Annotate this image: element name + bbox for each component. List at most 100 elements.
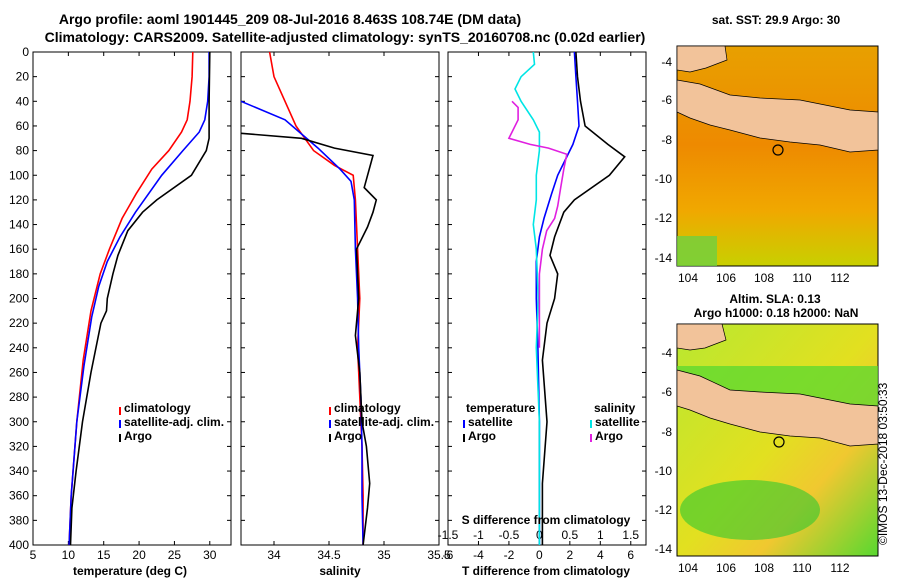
sst-green-patch xyxy=(677,236,717,266)
x-tick-label: 4 xyxy=(597,548,604,562)
sumatra-land xyxy=(676,45,728,73)
series-satellite-adj-clim- xyxy=(240,100,364,546)
difference-panel: -6 -4 -2 0 2 4 6-1.5 -1 -0.5 0 0.5 1 1.5 xyxy=(438,51,647,562)
sst-ytick: -14 xyxy=(655,251,673,265)
series-argo xyxy=(69,51,211,546)
x2-tick-label: 0.5 xyxy=(562,528,579,542)
sal-legend: climatology satellite-adj. clim. Argo xyxy=(329,401,434,443)
depth-tick-label: 400 xyxy=(9,538,29,552)
sst-field xyxy=(676,45,879,267)
depth-tick-label: 140 xyxy=(9,218,29,232)
depth-tick-label: 180 xyxy=(9,267,29,281)
legend-satellite-adj: satellite-adj. clim. xyxy=(334,415,434,429)
depth-tick-label: 320 xyxy=(9,439,29,453)
depth-tick-label: 20 xyxy=(16,70,30,84)
depth-tick-label: 0 xyxy=(22,45,29,59)
x2-tick-label: -0.5 xyxy=(499,528,520,542)
depth-tick-label: 60 xyxy=(16,119,30,133)
temperature-panel: 0 20 40 60 80 100 120 140 160 180 200 220 240 260 280 3… xyxy=(9,45,232,562)
legend-t-argo: Argo xyxy=(468,429,496,443)
legend-salinity-title: salinity xyxy=(594,401,636,415)
series-climatology xyxy=(268,51,364,545)
sst-ytick: -8 xyxy=(661,133,672,147)
series-t-argo xyxy=(541,51,626,545)
depth-tick-label: 160 xyxy=(9,242,29,256)
x-tick-label: 35 xyxy=(377,548,391,562)
java-land xyxy=(676,79,879,153)
depth-tick-label: 200 xyxy=(9,292,29,306)
sla-xtick: 110 xyxy=(792,561,811,575)
x-tick-label: -6 xyxy=(443,548,454,562)
s-difference-axis-label: S difference from climatology xyxy=(462,513,631,527)
x-tick-label: 30 xyxy=(203,548,217,562)
depth-tick-label: 240 xyxy=(9,341,29,355)
x-tick-label: 10 xyxy=(62,548,76,562)
x-tick-label: -4 xyxy=(473,548,484,562)
depth-tick-label: 120 xyxy=(9,193,29,207)
salinity-panel: 34 34.5 35 35.5 xyxy=(240,51,451,562)
depth-tick-label: 280 xyxy=(9,390,29,404)
sst-ytick: -6 xyxy=(661,93,672,107)
legend-satellite-adj: satellite-adj. clim. xyxy=(124,415,224,429)
sla-map: -4 -6 -8 -10 -12 -14 104 106 108 110 112 xyxy=(655,323,879,575)
depth-tick-label: 380 xyxy=(9,513,29,527)
sla-xtick: 108 xyxy=(754,561,774,575)
sst-ytick: -12 xyxy=(655,211,673,225)
x-tick-label: 34.5 xyxy=(317,548,341,562)
argo-location-marker xyxy=(772,144,784,156)
sst-xtick: 110 xyxy=(792,271,811,285)
x-tick-label: 15 xyxy=(97,548,111,562)
title-line-2: Climatology: CARS2009. Satellite-adjuste… xyxy=(45,29,646,45)
plot-frame xyxy=(447,51,647,546)
legend-climatology: climatology xyxy=(124,401,191,415)
sst-xtick: 108 xyxy=(754,271,774,285)
series-s-argo xyxy=(507,100,568,348)
depth-tick-label: 340 xyxy=(9,464,29,478)
sla-xtick: 104 xyxy=(678,561,698,575)
x-tick-label: -2 xyxy=(504,548,515,562)
sla-ytick: -12 xyxy=(655,503,673,517)
sumatra-land xyxy=(676,323,727,351)
legend-s-satellite: satellite xyxy=(595,415,640,429)
diff-legend: temperature satellite Argo salinity sate… xyxy=(463,401,640,443)
depth-tick-label: 220 xyxy=(9,316,29,330)
legend-argo: Argo xyxy=(124,429,152,443)
depth-tick-label: 360 xyxy=(9,489,29,503)
x-tick-label: 34 xyxy=(267,548,281,562)
sla-ytick: -10 xyxy=(655,464,673,478)
series-climatology xyxy=(68,51,194,546)
argo-location-marker xyxy=(773,436,785,448)
x2-tick-label: 1.5 xyxy=(622,528,639,542)
depth-tick-label: 300 xyxy=(9,415,29,429)
x-tick-label: 35.5 xyxy=(427,548,451,562)
sst-map-axes: -4 -6 -8 -10 -12 -14 104 106 108 110 112 xyxy=(655,55,850,285)
argo-height-title: Argo h1000: 0.18 h2000: NaN xyxy=(694,306,859,320)
plot-frame xyxy=(240,51,440,546)
sla-map-axes: -4 -6 -8 -10 -12 -14 104 106 108 110 112 xyxy=(655,346,850,575)
java-land xyxy=(676,369,879,447)
depth-tick-label: 260 xyxy=(9,365,29,379)
sla-map-title: Altim. SLA: 0.13 xyxy=(729,292,821,306)
temperature-axis-label: temperature (deg C) xyxy=(73,564,187,578)
sst-map: -4 -6 -8 -10 -12 -14 104 106 108 110 112 xyxy=(655,45,879,285)
sla-ytick: -6 xyxy=(661,385,672,399)
x2-tick-label: -1 xyxy=(473,528,484,542)
legend-temperature-title: temperature xyxy=(466,401,536,415)
sst-xtick: 112 xyxy=(830,271,849,285)
legend-climatology: climatology xyxy=(334,401,401,415)
x2-tick-label: -1.5 xyxy=(438,528,459,542)
x-tick-label: 0 xyxy=(536,548,543,562)
legend-t-satellite: satellite xyxy=(468,415,513,429)
sla-low-patch xyxy=(680,480,820,540)
sst-xtick: 106 xyxy=(716,271,736,285)
salinity-axis-label: salinity xyxy=(319,564,361,578)
sla-ytick: -14 xyxy=(655,542,673,556)
sla-ytick: -8 xyxy=(661,425,672,439)
legend-s-argo: Argo xyxy=(595,429,623,443)
x-tick-label: 2 xyxy=(567,548,574,562)
temp-legend: climatology satellite-adj. clim. Argo xyxy=(119,401,224,443)
sst-ytick: -4 xyxy=(661,55,672,69)
title-line-1: Argo profile: aoml 1901445_209 08-Jul-20… xyxy=(59,11,521,27)
sla-ytick: -4 xyxy=(661,346,672,360)
